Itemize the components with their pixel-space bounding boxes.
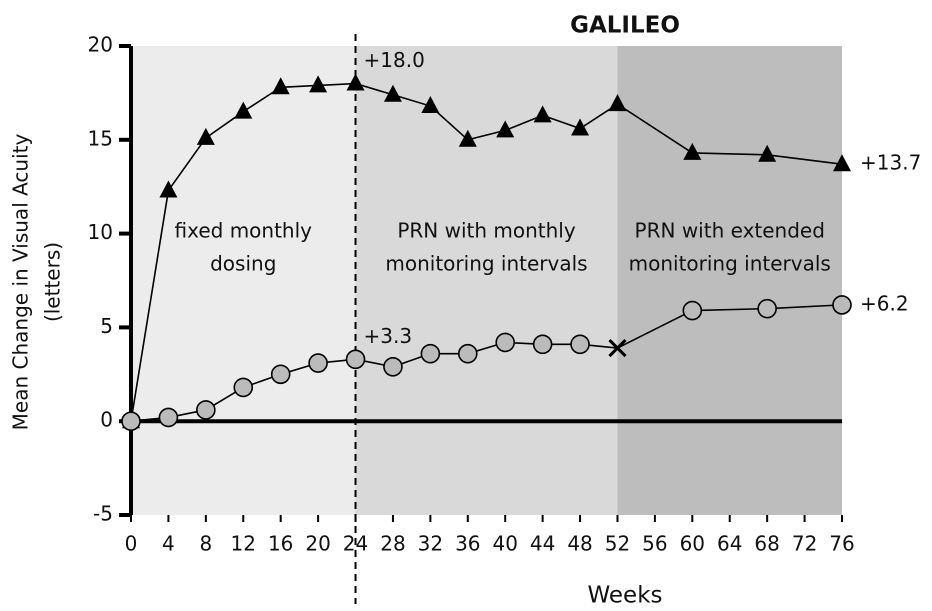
circle-marker bbox=[121, 411, 141, 432]
y-tick-label: 0 bbox=[100, 408, 113, 432]
annotation: +13.7 bbox=[860, 151, 921, 175]
region-label: monitoring intervals bbox=[629, 252, 831, 276]
x-tick-label: 44 bbox=[530, 532, 555, 556]
circle-marker bbox=[495, 332, 516, 353]
triangle-marker bbox=[346, 73, 365, 91]
x-tick-label: 32 bbox=[418, 532, 443, 556]
annotation: +3.3 bbox=[364, 324, 413, 348]
x-tick-label: 72 bbox=[792, 532, 817, 556]
region bbox=[131, 46, 356, 515]
circle-marker bbox=[308, 353, 328, 373]
region-label: dosing bbox=[210, 252, 276, 276]
x-tick-label: 68 bbox=[754, 532, 779, 556]
circle-marker bbox=[457, 343, 478, 364]
y-tick-label: 15 bbox=[88, 126, 113, 150]
y-axis-label-line: Mean Change in Visual Acuity bbox=[9, 134, 33, 431]
y-tick-label: 10 bbox=[88, 220, 113, 244]
x-tick-label: 48 bbox=[567, 532, 592, 556]
y-axis-label-line: (letters) bbox=[41, 242, 65, 322]
annotation: +6.2 bbox=[860, 291, 909, 315]
triangle-marker bbox=[496, 120, 515, 138]
x-tick-label: 60 bbox=[680, 532, 705, 556]
circle-marker bbox=[420, 343, 441, 364]
x-tick-label: 76 bbox=[829, 532, 854, 556]
circle-marker bbox=[832, 295, 852, 315]
region bbox=[617, 46, 842, 515]
x-tick-label: 36 bbox=[455, 532, 480, 556]
annotation: +18.0 bbox=[364, 48, 425, 72]
x-tick-label: 52 bbox=[605, 532, 630, 556]
x-tick-label: 28 bbox=[380, 532, 405, 556]
circle-marker bbox=[682, 300, 703, 321]
cross-marker bbox=[608, 338, 627, 358]
region bbox=[355, 46, 618, 515]
x-axis-label: Weeks bbox=[588, 583, 663, 609]
triangle-marker bbox=[758, 144, 777, 162]
x-tick-label: 12 bbox=[231, 532, 256, 556]
region-label: PRN with extended bbox=[635, 219, 825, 243]
x-tick-label: 4 bbox=[162, 532, 175, 556]
x-tick-label: 20 bbox=[305, 532, 330, 556]
circle-marker bbox=[383, 356, 403, 377]
triangle-marker bbox=[196, 127, 215, 145]
triangle-marker bbox=[571, 118, 590, 136]
triangle-marker bbox=[271, 77, 290, 95]
triangle-marker bbox=[458, 129, 477, 147]
triangle-marker bbox=[833, 154, 851, 172]
x-tick-label: 16 bbox=[268, 532, 293, 556]
triangle-marker bbox=[608, 94, 627, 112]
x-tick-label: 56 bbox=[642, 532, 667, 556]
x-tick-label: 40 bbox=[492, 532, 517, 556]
y-axis-label: Mean Change in Visual Acuity (letters) bbox=[9, 134, 65, 431]
x-tick-label: 0 bbox=[125, 532, 138, 556]
x-tick-label: 8 bbox=[199, 532, 212, 556]
circle-marker bbox=[532, 334, 553, 355]
circle-marker bbox=[158, 407, 179, 428]
y-tick-label: 5 bbox=[100, 314, 113, 338]
circle-marker bbox=[570, 334, 590, 355]
triangle-marker bbox=[383, 84, 402, 102]
circle-marker bbox=[757, 298, 777, 319]
region-label: fixed monthly bbox=[175, 219, 313, 243]
triangle-marker bbox=[159, 180, 178, 198]
triangle-marker bbox=[309, 75, 328, 93]
triangle-marker bbox=[533, 105, 552, 123]
circle-marker bbox=[196, 400, 216, 420]
circle-marker bbox=[270, 364, 291, 385]
y-tick-label: 20 bbox=[88, 33, 113, 57]
chart-title: GALILEO bbox=[570, 13, 680, 39]
x-tick-label: 64 bbox=[717, 532, 742, 556]
triangle-marker bbox=[234, 101, 253, 119]
triangle-marker bbox=[421, 96, 440, 114]
region-label: PRN with monthly bbox=[397, 219, 576, 243]
circle-marker bbox=[233, 377, 254, 398]
triangle-marker bbox=[683, 142, 702, 160]
region-label: monitoring intervals bbox=[385, 252, 587, 276]
circle-marker bbox=[345, 349, 366, 370]
y-tick-label: -5 bbox=[93, 502, 113, 526]
